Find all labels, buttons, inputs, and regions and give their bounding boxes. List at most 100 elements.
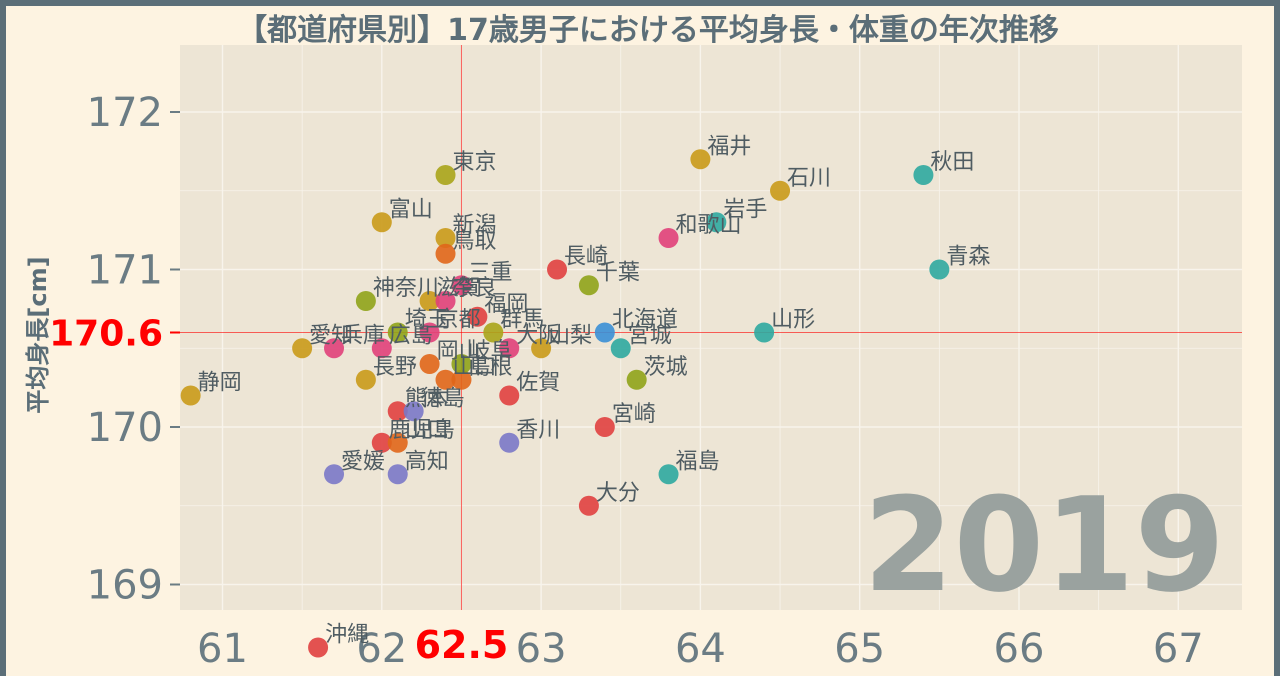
- point-label: 大分: [596, 481, 640, 506]
- point-label: 山梨: [548, 323, 592, 348]
- point-label: 滋賀: [437, 276, 481, 301]
- point-label: 長野: [373, 355, 417, 380]
- point-label: 宮崎: [612, 402, 656, 427]
- chart-title: 【都道府県別】17歳男子における平均身長・体重の年次推移: [237, 13, 1059, 48]
- point-label: 熊本: [405, 386, 449, 411]
- point-label: 大阪: [516, 323, 560, 348]
- data-point: [578, 275, 599, 296]
- point-label: 岡山: [437, 339, 481, 364]
- data-point: [451, 354, 472, 374]
- point-label: 佐賀: [516, 371, 560, 396]
- data-point: [419, 354, 440, 374]
- data-point: [626, 369, 647, 390]
- point-label: 群馬: [500, 308, 544, 333]
- point-label: 山形: [771, 308, 815, 333]
- point-label: 島根: [468, 355, 512, 380]
- data-point: [435, 228, 456, 248]
- y-tick-label: 172: [87, 90, 163, 136]
- point-label: 香川: [516, 418, 560, 443]
- point-label: 長崎: [564, 245, 608, 270]
- point-label: 富山: [389, 197, 433, 222]
- point-label: 岐阜: [468, 339, 512, 364]
- data-point: [467, 306, 488, 327]
- point-label: 福島: [676, 449, 720, 474]
- data-point: [499, 338, 520, 359]
- data-point: [292, 338, 313, 359]
- data-point: [754, 322, 775, 343]
- data-point: [929, 259, 950, 280]
- data-point: [387, 464, 408, 485]
- x-tick-label: 61: [197, 626, 248, 670]
- x-tick-label: 67: [1153, 626, 1204, 670]
- point-label: 沖縄: [325, 623, 369, 648]
- data-point: [324, 338, 345, 359]
- data-point: [451, 369, 472, 390]
- x-tick-label: 64: [675, 626, 726, 670]
- data-point: [483, 322, 504, 343]
- data-points: [180, 149, 950, 658]
- point-label: 福岡: [484, 292, 528, 317]
- data-point: [180, 385, 201, 406]
- point-label: 奈良: [453, 276, 497, 301]
- data-point: [499, 432, 520, 453]
- point-label: 兵庫: [341, 323, 385, 348]
- data-point: [451, 275, 472, 296]
- data-point: [913, 165, 934, 185]
- y-tick-label: 170: [87, 405, 163, 451]
- data-point: [355, 291, 376, 311]
- data-point: [308, 637, 329, 658]
- point-label: 新潟: [453, 213, 497, 238]
- point-label: 和歌山: [676, 213, 742, 238]
- data-point: [435, 291, 456, 311]
- point-label: 鹿児島: [389, 418, 455, 443]
- point-label: 徳島: [421, 386, 465, 411]
- point-label: 千葉: [596, 260, 640, 285]
- point-label: 京都: [437, 308, 481, 333]
- point-label: 鳥取: [453, 229, 497, 254]
- data-point: [658, 464, 679, 485]
- point-label: 広島: [389, 323, 433, 348]
- data-point: [419, 291, 440, 311]
- data-point: [610, 338, 631, 359]
- point-label: 岩手: [723, 197, 767, 222]
- point-label: 秋田: [930, 150, 974, 175]
- data-point: [387, 401, 408, 422]
- data-point: [435, 243, 456, 264]
- point-label: 三重: [468, 260, 512, 285]
- point-label: 埼玉: [405, 308, 449, 333]
- point-label: 青森: [946, 245, 990, 270]
- point-label: 茨城: [644, 355, 688, 380]
- average-y-label: 170.6: [49, 314, 163, 355]
- data-point: [435, 165, 456, 185]
- data-point: [706, 212, 727, 233]
- year-label: 2019: [863, 469, 1225, 621]
- data-point: [371, 432, 392, 453]
- axis-ticks: 61 62 63 64 65 66 67 169 170 171 172: [87, 90, 1204, 670]
- data-point: [594, 322, 615, 343]
- point-label: 愛媛: [341, 449, 385, 474]
- data-point: [658, 228, 679, 248]
- data-point: [403, 401, 424, 422]
- data-point: [371, 338, 392, 359]
- y-tick-label: 171: [87, 248, 163, 294]
- grid-lines: [180, 45, 1242, 610]
- data-point: [594, 417, 615, 437]
- data-point: [531, 338, 552, 359]
- point-label: 東京: [453, 150, 497, 175]
- point-label: 山口: [405, 418, 449, 443]
- average-lines: 170.6 62.5: [49, 45, 1242, 667]
- data-point: [578, 495, 599, 516]
- data-point: [547, 259, 568, 280]
- x-tick-label: 65: [834, 626, 885, 670]
- point-label: 山口: [453, 355, 497, 380]
- data-point: [387, 322, 408, 343]
- point-label: 愛知: [309, 323, 353, 348]
- data-point: [324, 464, 345, 485]
- point-label: 高知: [405, 449, 449, 474]
- data-point: [419, 322, 440, 343]
- point-label: 福井: [707, 134, 751, 159]
- y-axis-label: 平均身長[cm]: [24, 256, 52, 413]
- point-label: 宮城: [628, 323, 672, 348]
